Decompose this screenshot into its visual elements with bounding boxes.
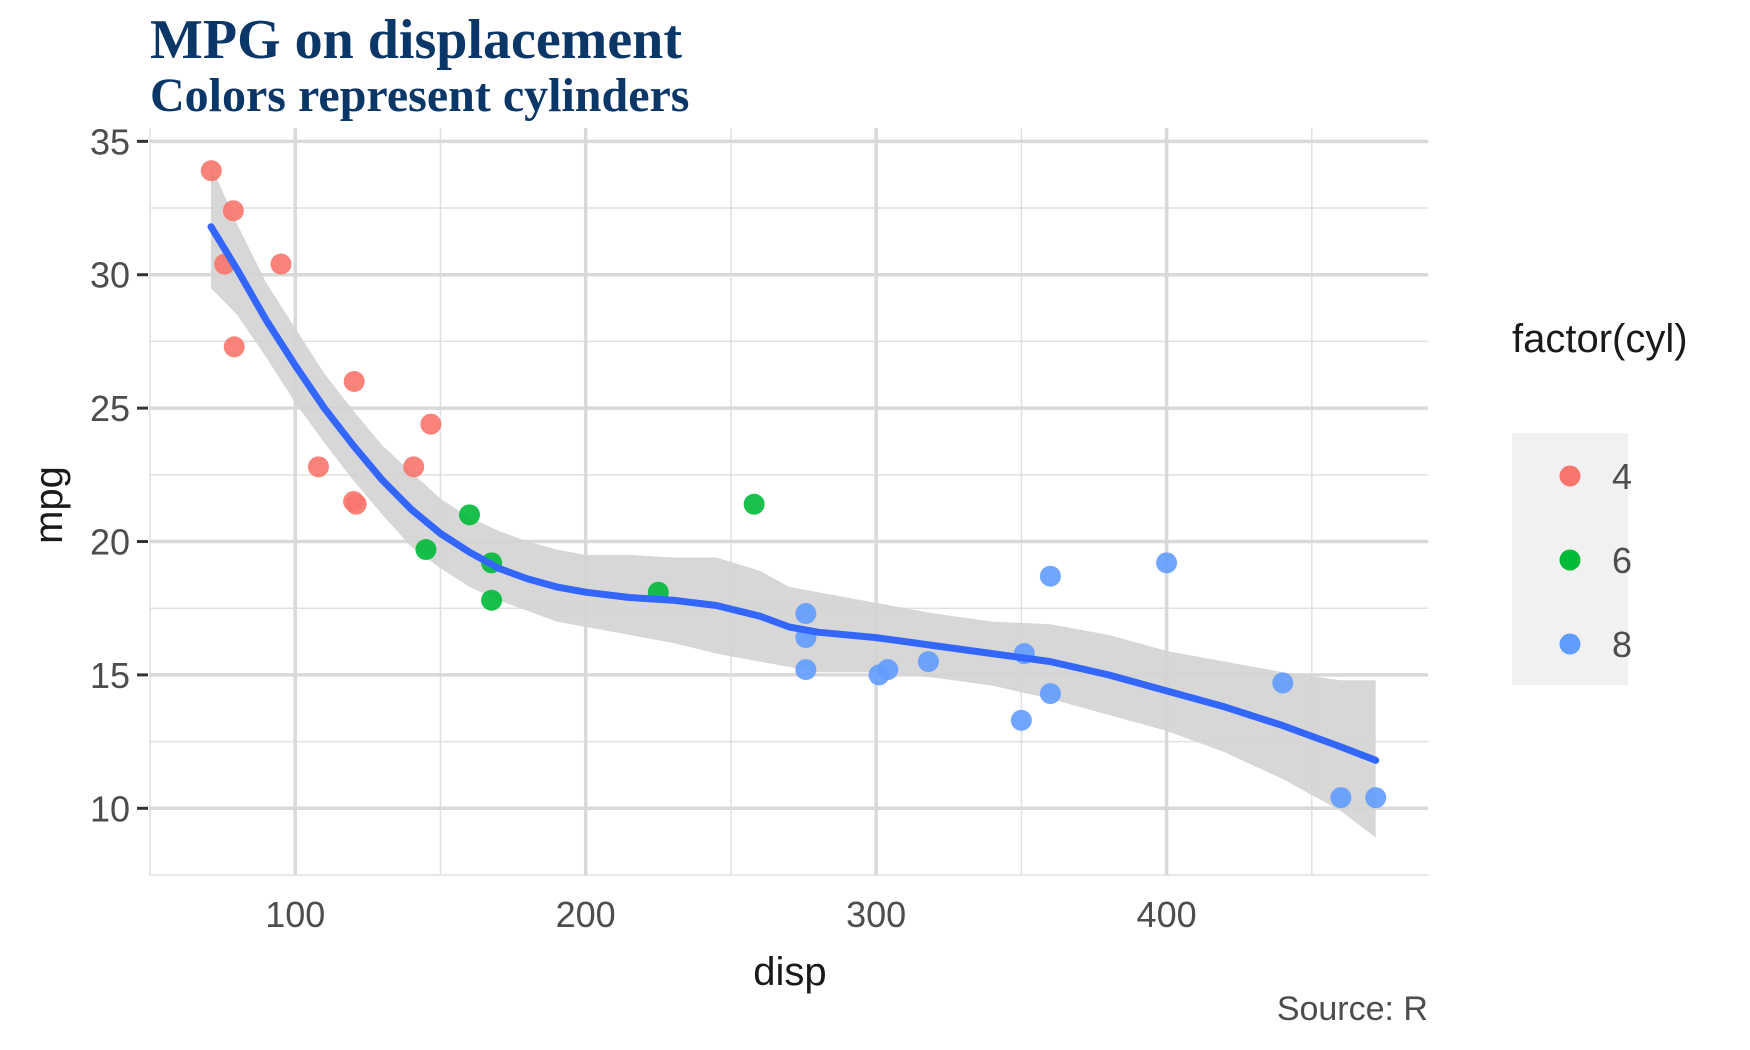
x-tick-label: 300 [846,894,906,935]
legend-entries: 4 6 8 [1559,456,1632,665]
chart-subtitle: Colors represent cylinders [150,69,690,122]
legend-key-4 [1559,465,1581,487]
confidence-band [211,165,1376,838]
y-tick-label: 35 [90,121,130,162]
y-tick-label: 20 [90,522,130,563]
point-cyl-6 [481,589,503,611]
point-cyl-4 [403,456,425,478]
point-cyl-8 [1272,672,1294,694]
point-cyl-8 [1010,709,1032,731]
chart-title: MPG on displacement [150,9,682,71]
legend: factor(cyl) 4 6 8 [1512,317,1688,685]
x-axis-title: disp [753,950,826,994]
point-cyl-8 [1156,552,1178,574]
point-cyl-8 [877,659,899,681]
smooth-line-layer [207,223,1380,764]
point-cyl-8 [917,651,939,673]
smooth-line [207,223,1380,764]
point-cyl-8 [1330,787,1352,809]
legend-label-8: 8 [1612,624,1632,665]
legend-key-8 [1559,633,1581,655]
point-cyl-4 [420,413,442,435]
point-cyl-4 [223,336,245,358]
point-cyl-4 [345,493,367,515]
points-layer [200,160,1387,809]
y-tick-label: 15 [90,655,130,696]
legend-title: factor(cyl) [1512,317,1688,361]
point-cyl-6 [415,539,437,561]
axes: 10 15 20 25 30 35 100 200 300 400 [90,121,1197,935]
point-cyl-4 [307,456,329,478]
point-cyl-6 [459,504,480,526]
point-cyl-8 [795,603,817,625]
point-cyl-8 [1039,565,1061,587]
x-tick-label: 100 [265,894,325,935]
y-tick-label: 25 [90,388,130,429]
point-cyl-4 [270,253,292,275]
point-cyl-8 [1365,787,1387,809]
y-tick-label: 30 [90,255,130,296]
point-cyl-8 [1039,683,1061,705]
point-cyl-4 [222,200,244,222]
x-tick-label: 200 [556,894,616,935]
y-tick-label: 10 [90,788,130,829]
x-tick-label: 400 [1137,894,1197,935]
legend-label-4: 4 [1612,456,1632,497]
point-cyl-4 [343,370,365,392]
legend-key-6 [1559,549,1581,571]
legend-label-6: 6 [1612,540,1632,581]
caption: Source: R [1277,990,1428,1028]
point-cyl-4 [200,160,222,182]
point-cyl-6 [743,493,765,515]
point-cyl-8 [795,659,817,681]
y-axis-title: mpg [27,466,71,544]
confidence-band-layer [211,165,1376,838]
grid [149,128,1428,876]
